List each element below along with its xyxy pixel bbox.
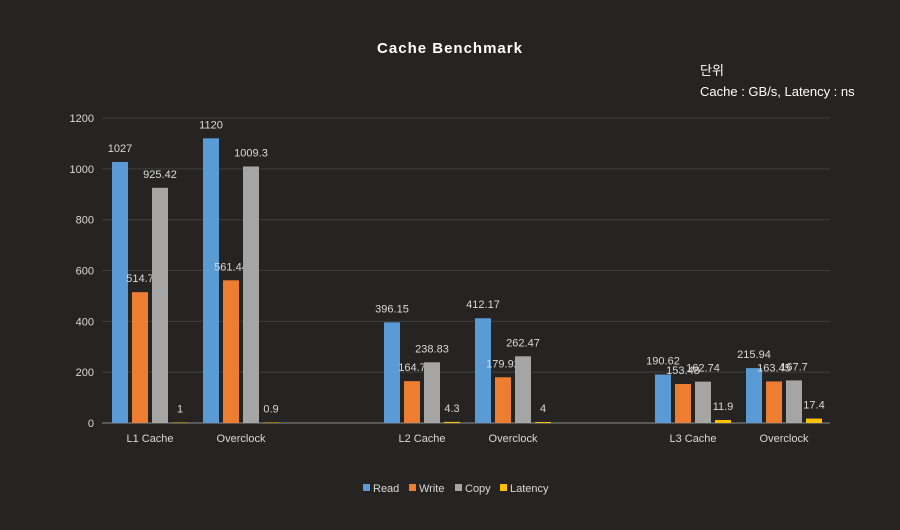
data-label: 162.74 [686,363,720,375]
legend-label: Read [373,483,399,495]
data-label: 396.15 [375,303,409,315]
data-label: 412.17 [466,299,500,311]
y-tick-label: 800 [76,215,94,227]
bar-copy [243,166,259,423]
data-label: 179.92 [486,358,520,370]
data-label: 1120 [199,119,223,131]
data-label: 514.7 [126,273,154,285]
bar-read [203,138,219,424]
bar-write [223,280,239,423]
bar-copy [152,187,168,423]
bar-latency [444,421,460,423]
data-label: 190.62 [646,356,680,368]
y-tick-label: 1000 [70,164,94,176]
bar-latency [715,419,731,423]
data-label: 1009.3 [234,147,268,159]
bar-copy [515,356,531,423]
bar-latency [263,422,279,423]
data-label: 925.42 [143,169,177,181]
data-label: 561.44 [214,261,248,273]
bar-read [112,161,128,424]
bar-read [475,318,491,423]
data-label: 153.48 [666,365,700,377]
x-tick-label: L3 Cache [669,433,716,445]
bar-copy [424,362,440,423]
y-tick-label: 200 [76,367,94,379]
bar-write [132,292,148,423]
data-label: 262.47 [506,337,540,349]
chart-title: Cache Benchmark [377,40,523,57]
unit-note: 단위 Cache : GB/s, Latency : ns [700,60,855,102]
x-tick-label: Overclock [760,433,809,445]
bar-write [766,381,782,423]
bar-read [655,374,671,423]
data-label: 17.4 [803,400,824,412]
data-label: 0.9 [263,404,278,416]
data-label: 4 [540,403,546,415]
bar-copy [786,380,802,423]
bar-latency [806,418,822,423]
bar-latency [172,422,188,423]
y-tick-label: 1200 [70,113,94,125]
data-label: 167.7 [780,361,808,373]
unit-note-line-1: 단위 [700,63,724,78]
legend-label: Write [419,483,444,495]
x-tick-label: L2 Cache [398,433,445,445]
x-tick-label: Overclock [217,433,266,445]
x-tick-label: L1 Cache [126,433,173,445]
legend-label: Copy [465,483,491,495]
bar-write [404,381,420,423]
data-label: 1 [177,404,183,416]
bar-read [746,368,762,423]
data-label: 1027 [108,143,132,155]
bar-read [384,322,400,423]
bar-copy [695,381,711,423]
data-label: 11.9 [713,401,734,413]
legend-label: Latency [510,483,549,495]
legend-swatch-write [409,484,416,491]
unit-note-line-2: Cache : GB/s, Latency : ns [700,84,855,99]
data-label: 163.45 [757,362,791,374]
y-tick-label: 0 [88,418,94,430]
bar-write [495,377,511,423]
bar-write [675,383,691,423]
data-label: 238.83 [415,343,449,355]
legend-swatch-read [363,484,370,491]
data-label: 4.3 [444,403,459,415]
legend-swatch-latency [500,484,507,491]
data-label: 215.94 [737,349,771,361]
y-tick-label: 600 [76,266,94,278]
legend-swatch-copy [455,484,462,491]
data-label: 164.7 [398,362,426,374]
y-tick-label: 400 [76,316,94,328]
x-tick-label: Overclock [489,433,538,445]
bar-latency [535,421,551,423]
